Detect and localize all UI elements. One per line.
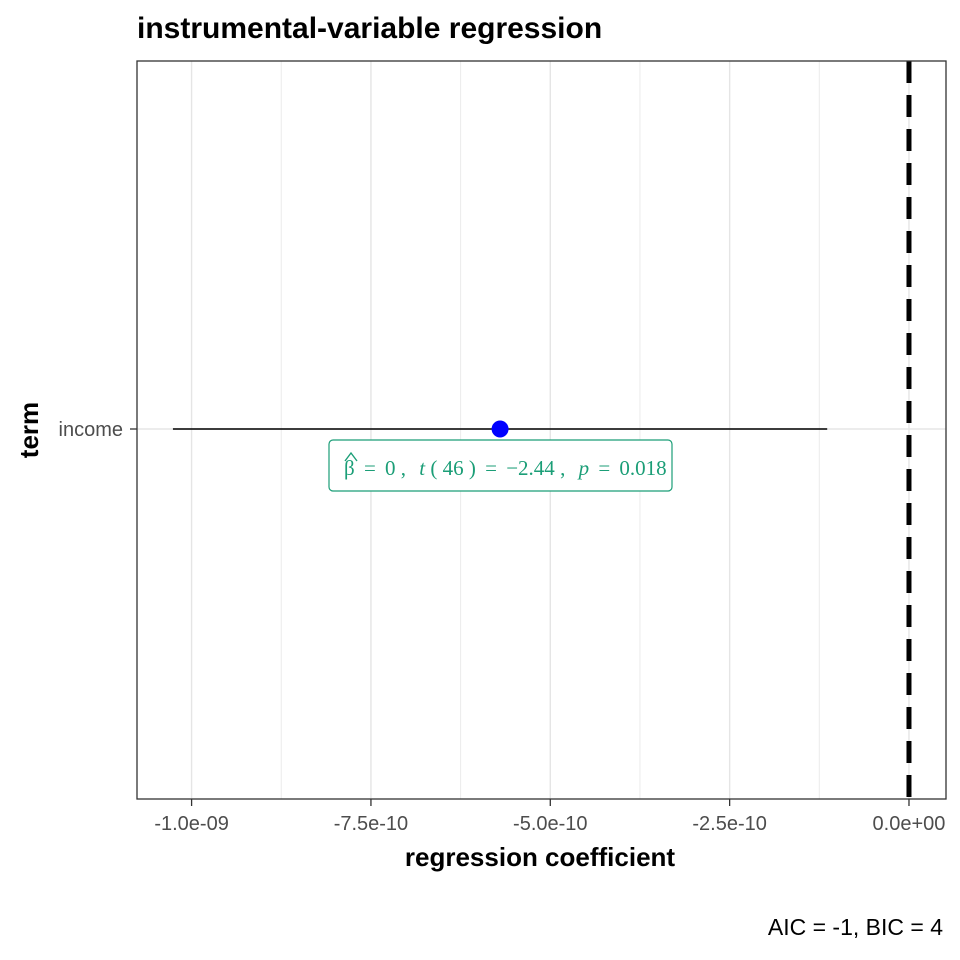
estimate-label: β = 0 , t ( 46 ) = −2.44 , p = 0.018 <box>344 456 667 480</box>
p-value: 0.018 <box>619 456 666 480</box>
caption: AIC = -1, BIC = 4 <box>768 914 943 940</box>
estimate-point-income <box>491 420 509 438</box>
x-axis-ticks: -1.0e-09 -7.5e-10 -5.0e-10 -2.5e-10 0.0e+00 <box>154 799 945 835</box>
beta-hat-icon <box>344 451 358 462</box>
x-axis-title: regression coefficient <box>405 842 676 872</box>
y-axis-title: term <box>14 402 44 458</box>
x-tick-label-3: -2.5e-10 <box>692 813 767 835</box>
beta-symbol: β <box>344 456 355 480</box>
estimate-label-group: β = 0 , t ( 46 ) = −2.44 , p = 0.018 <box>328 439 673 492</box>
estimate-label-box <box>328 439 673 492</box>
t-df: 46 <box>443 456 464 480</box>
panel-border <box>136 60 947 800</box>
beta-value: 0 <box>385 456 396 480</box>
major-gridlines <box>190 61 910 799</box>
y-tick-label-0: income <box>59 419 123 441</box>
data-marks <box>172 420 828 438</box>
t-value: −2.44 <box>506 456 555 480</box>
chart-title: instrumental-variable regression <box>137 12 602 45</box>
x-tick-label-1: -7.5e-10 <box>334 813 409 835</box>
x-tick-label-4: 0.0e+00 <box>873 813 946 835</box>
minor-gridlines <box>280 61 820 799</box>
y-axis-ticks: income <box>59 419 137 441</box>
x-tick-label-2: -5.0e-10 <box>513 813 588 835</box>
x-tick-label-0: -1.0e-09 <box>154 813 229 835</box>
